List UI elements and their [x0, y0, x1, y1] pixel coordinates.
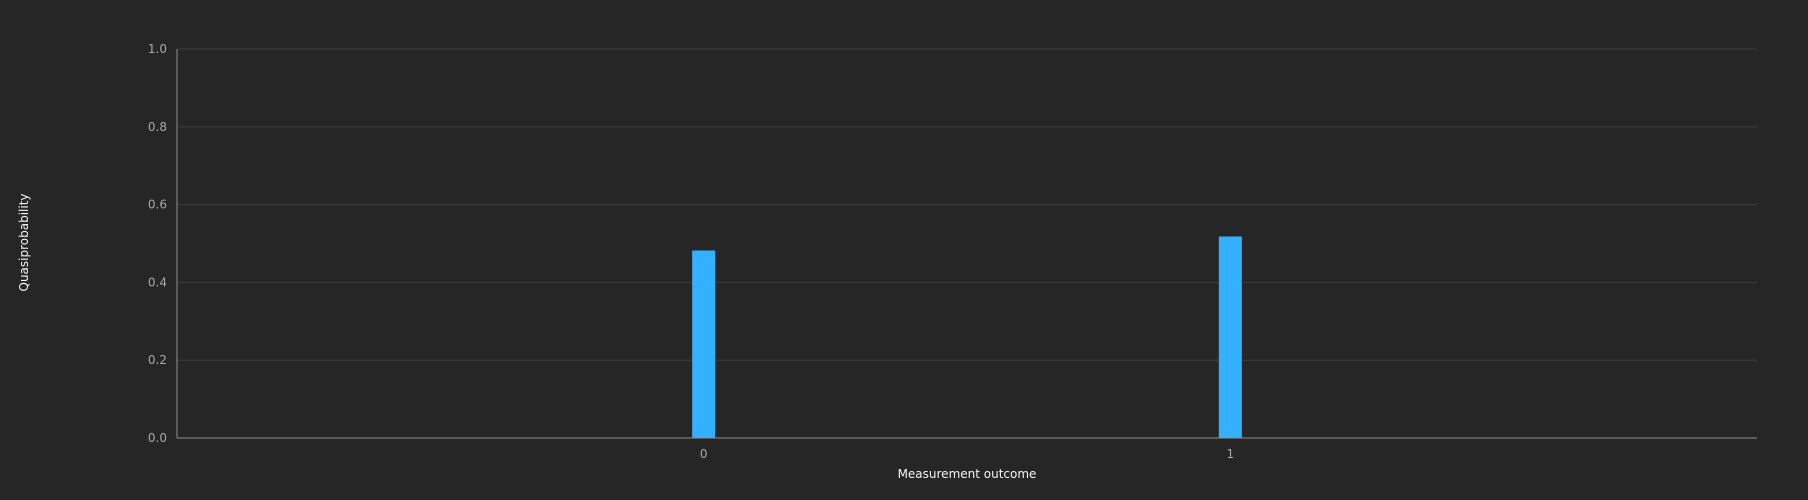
- bar-outcome-1[interactable]: [1218, 236, 1242, 438]
- y-tick-labels: 0.0 0.2 0.4 0.6 0.8 1.0: [148, 42, 167, 445]
- y-axis-title: Quasiprobability: [17, 193, 31, 291]
- y-tick-label: 0.4: [148, 275, 167, 289]
- bars: [692, 236, 1242, 438]
- x-tick-label: 1: [1227, 447, 1235, 461]
- x-axis-title: Measurement outcome: [898, 467, 1037, 481]
- y-tick-label: 0.0: [148, 431, 167, 445]
- gridlines: [177, 48, 1757, 361]
- y-tick-label: 0.6: [148, 198, 167, 212]
- y-tick-label: 1.0: [148, 42, 167, 56]
- x-tick-label: 0: [700, 447, 708, 461]
- bar-outcome-0[interactable]: [692, 250, 716, 438]
- y-tick-label: 0.8: [148, 120, 167, 134]
- y-tick-label: 0.2: [148, 353, 167, 367]
